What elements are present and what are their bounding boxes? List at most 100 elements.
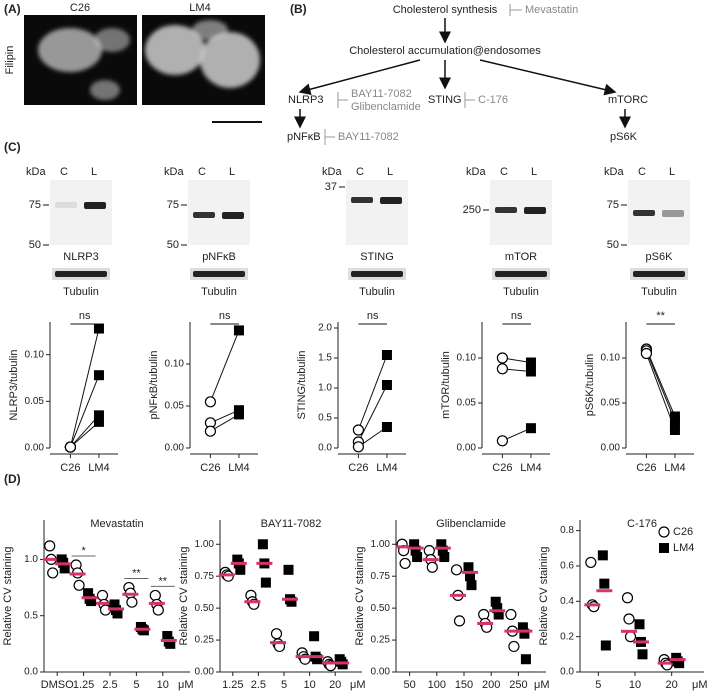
band: [84, 202, 106, 209]
point: [585, 556, 597, 569]
point: [93, 323, 104, 334]
point: [96, 589, 109, 602]
point: [286, 596, 297, 607]
y-tick-label: 0.10: [457, 353, 477, 364]
y-axis-label: pNFκB/tubulin: [148, 350, 160, 419]
inhibitor: BAY11-7082: [338, 131, 399, 143]
x-unit: μM: [178, 679, 194, 691]
marker-label: 50: [29, 239, 41, 251]
loading-label: Tubulin: [63, 286, 99, 298]
protein-label: pNFκB: [202, 251, 236, 263]
node: NLRP3: [288, 94, 323, 106]
image-label: LM4: [189, 2, 210, 14]
point: [270, 628, 283, 640]
y-axis-label: Relative CV staining: [354, 546, 366, 645]
node: pNFκB: [287, 131, 321, 143]
lane-label: C: [60, 166, 68, 178]
x-tick-label: C26: [200, 462, 220, 474]
kda-label: kDa: [164, 166, 184, 178]
significance: **: [132, 567, 141, 579]
point: [496, 435, 508, 447]
point: [669, 416, 680, 426]
significance: **: [656, 310, 665, 322]
x-tick-label: 5: [281, 679, 287, 691]
point: [59, 563, 70, 574]
y-tick-label: 0.00: [601, 443, 621, 454]
significance: ns: [511, 310, 523, 322]
y-tick-label: 0.00: [371, 667, 391, 678]
point: [93, 410, 104, 421]
band: [380, 197, 402, 204]
y-tick-label: 0.00: [195, 667, 215, 678]
point: [44, 540, 56, 552]
y-tick-label: 0.00: [165, 443, 185, 454]
point: [492, 603, 503, 614]
point: [466, 580, 477, 591]
marker-label: 50: [607, 239, 619, 251]
point: [599, 578, 610, 589]
point: [352, 441, 364, 453]
node: Cholesterol synthesis: [393, 4, 498, 16]
inhibitor: BAY11-7082: [351, 88, 412, 100]
point: [437, 545, 448, 556]
band: [222, 212, 244, 219]
y-tick-label: 0.50: [371, 603, 391, 614]
y-tick-label: 0.05: [457, 398, 477, 409]
point: [623, 613, 635, 625]
point: [86, 596, 97, 607]
pair-line: [645, 350, 676, 422]
point: [520, 654, 531, 665]
x-tick-label: 150: [455, 679, 473, 691]
y-tick-label: 0.2: [560, 631, 574, 642]
point: [399, 557, 411, 570]
node: pS6K: [610, 131, 638, 143]
point: [410, 545, 421, 556]
point: [426, 561, 438, 573]
point: [83, 588, 94, 599]
y-tick-label: 0.0: [318, 443, 332, 454]
point: [73, 579, 85, 591]
protein-label: STING: [360, 251, 394, 263]
pair-line: [209, 330, 240, 402]
x-tick-label: 1.25: [222, 679, 243, 691]
point: [204, 425, 216, 437]
y-axis-label: Relative CV staining: [178, 546, 190, 645]
lane-label: L: [669, 166, 675, 178]
x-tick-label: C26: [348, 462, 368, 474]
image-label: C26: [70, 2, 90, 14]
point: [661, 659, 673, 671]
x-tick-label: 50: [403, 679, 415, 691]
band: [633, 271, 685, 277]
point: [233, 409, 244, 420]
band: [351, 197, 373, 203]
y-tick-label: 2.0: [318, 323, 332, 334]
significance: ns: [219, 310, 231, 322]
y-tick-label: 1.00: [195, 539, 215, 550]
y-tick-label: 0.05: [601, 398, 621, 409]
y-tick-label: 0.4: [560, 596, 574, 607]
node: Cholesterol accumulation@endosomes: [349, 45, 541, 57]
point: [64, 441, 77, 453]
y-tick-label: 1.5: [318, 353, 332, 364]
point: [109, 599, 120, 610]
point: [450, 564, 463, 576]
point: [640, 347, 653, 360]
point: [519, 628, 530, 639]
band: [495, 271, 547, 277]
y-tick-label: 0.00: [457, 443, 477, 454]
point: [600, 640, 611, 651]
y-tick-label: 0.0: [24, 667, 38, 678]
y-tick-label: 0.75: [371, 571, 391, 582]
marker-label: 50: [167, 239, 179, 251]
y-tick-label: 0.50: [195, 603, 215, 614]
point: [525, 423, 536, 434]
point: [525, 357, 536, 368]
y-axis-label: Relative CV staining: [2, 546, 14, 645]
x-tick-label: LM4: [520, 462, 541, 474]
point: [126, 596, 138, 608]
band: [633, 210, 655, 216]
x-tick-label: 10: [629, 679, 641, 691]
point: [597, 550, 608, 561]
point: [165, 638, 176, 649]
